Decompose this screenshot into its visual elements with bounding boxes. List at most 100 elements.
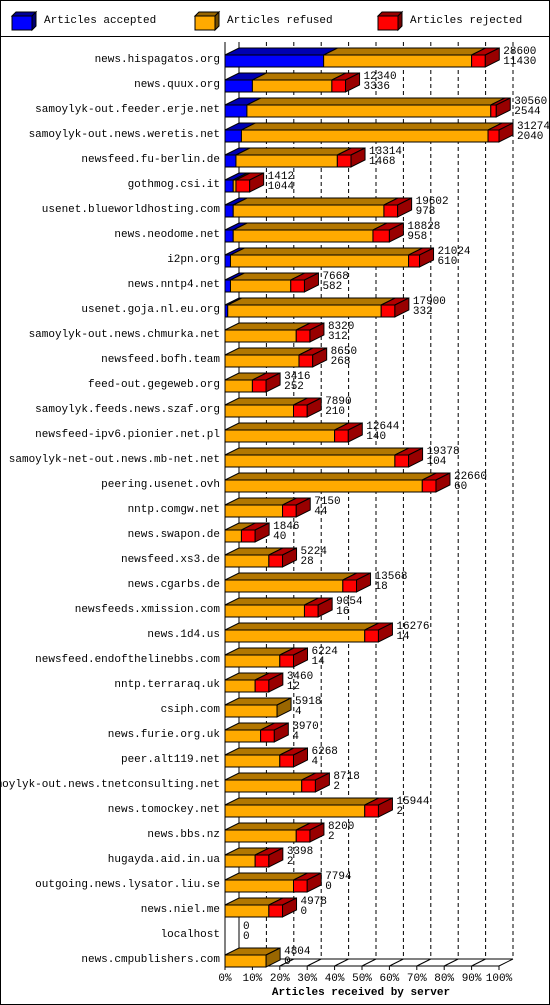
bar <box>290 279 305 293</box>
bar <box>268 554 284 568</box>
value-label: 978 <box>416 206 436 218</box>
y-tick-label: news.1d4.us <box>147 629 220 641</box>
bar <box>224 104 248 118</box>
y-tick-label: usenet.goja.nl.eu.org <box>81 304 220 316</box>
floor-line <box>279 958 295 967</box>
value-label: 7890 <box>325 396 351 408</box>
bar-side <box>394 297 410 318</box>
bar <box>224 954 267 968</box>
bar-side <box>295 497 311 518</box>
legend-swatch-side <box>397 10 403 32</box>
bar <box>235 154 338 168</box>
floor-line <box>306 958 322 967</box>
value-label: 1044 <box>268 181 295 193</box>
value-label: 13314 <box>369 146 402 158</box>
bar-top <box>232 222 388 231</box>
bar <box>232 229 374 243</box>
bar <box>372 229 390 243</box>
floor-line <box>416 958 432 967</box>
legend-swatch <box>11 15 33 31</box>
legend-label: Articles accepted <box>44 15 156 27</box>
value-label: 3970 <box>292 721 318 733</box>
value-label: 12 <box>287 681 300 693</box>
bar <box>232 204 385 218</box>
bar-top <box>227 297 396 306</box>
y-tick-label: news.bbs.nz <box>147 829 220 841</box>
value-label: 4 <box>292 731 299 743</box>
value-label: 312 <box>328 331 348 343</box>
bar-side <box>293 647 308 668</box>
bar-side <box>408 447 424 468</box>
value-label: 1846 <box>273 521 299 533</box>
y-tick-label: peering.usenet.ovh <box>101 479 220 491</box>
x-tick-label: 50% <box>352 973 372 985</box>
y-tick-label: outgoing.news.lysator.liu.se <box>35 879 220 891</box>
bar <box>490 104 497 118</box>
x-tick-label: 10% <box>242 973 262 985</box>
y-tick-label: csiph.com <box>161 704 221 716</box>
legend-label: Articles rejected <box>410 15 522 27</box>
floor-line <box>334 958 349 967</box>
y-tick-label: newsfeed.endofthelinebbs.com <box>35 654 220 666</box>
bar <box>229 279 292 293</box>
floor-line <box>361 958 377 967</box>
bar <box>394 454 410 468</box>
value-label: 3336 <box>364 81 390 93</box>
y-tick-label: i2pn.org <box>167 254 220 266</box>
x-tick-label: 90% <box>462 973 482 985</box>
bar-side <box>309 822 325 843</box>
value-label: 6224 <box>312 646 339 658</box>
bar <box>224 704 278 718</box>
value-label: 958 <box>407 231 427 243</box>
y-tick-label: news.cmpublishers.com <box>81 954 220 966</box>
value-label: 3416 <box>284 371 310 383</box>
bar <box>224 579 344 593</box>
bar <box>224 554 270 568</box>
value-label: 332 <box>413 306 433 318</box>
bar-top <box>230 247 423 256</box>
y-tick-label: samoylyk.feeds.news.szaf.org <box>35 404 220 416</box>
value-label: 8718 <box>333 771 359 783</box>
bar-top <box>241 122 503 131</box>
bar <box>293 404 308 418</box>
value-label: 0 <box>301 906 308 918</box>
value-label: 40 <box>273 531 286 543</box>
bar <box>224 479 423 493</box>
bar <box>224 379 253 393</box>
value-label: 19378 <box>427 446 460 458</box>
bar-top <box>224 422 349 431</box>
y-tick-label: samoylyk-out.feeder.erje.net <box>35 104 220 116</box>
bar <box>224 254 231 268</box>
bar-top <box>224 772 316 781</box>
bar-side <box>345 72 361 93</box>
bar-side <box>347 422 363 443</box>
value-label: 18828 <box>407 221 440 233</box>
y-tick-label: news.niel.me <box>141 904 220 916</box>
value-label: 210 <box>325 406 345 418</box>
y-tick-label: nntp.terraraq.uk <box>114 679 220 691</box>
bar <box>224 79 253 93</box>
x-tick-label: 40% <box>325 973 345 985</box>
x-axis-title: Articles received by server <box>272 987 450 999</box>
value-label: 2544 <box>514 106 541 118</box>
bar-side <box>303 272 319 293</box>
legend-label: Articles refused <box>227 15 333 27</box>
value-label: 44 <box>314 506 328 518</box>
y-tick-label: samoylyk-out.news.weretis.net <box>29 129 220 141</box>
value-label: 0 <box>284 956 291 968</box>
value-label: 21024 <box>438 246 471 258</box>
bar <box>224 454 396 468</box>
bar <box>224 354 300 368</box>
bar <box>224 279 231 293</box>
value-label: 28600 <box>503 46 536 58</box>
bar <box>254 679 270 693</box>
y-tick-label: news.quux.org <box>134 79 220 91</box>
bar-side <box>312 347 328 368</box>
value-label: 0 <box>243 921 250 933</box>
y-tick-label: news.furie.org.uk <box>108 729 221 741</box>
bar <box>246 104 492 118</box>
bar <box>224 329 297 343</box>
value-label: 3460 <box>287 671 313 683</box>
bar <box>224 229 234 243</box>
